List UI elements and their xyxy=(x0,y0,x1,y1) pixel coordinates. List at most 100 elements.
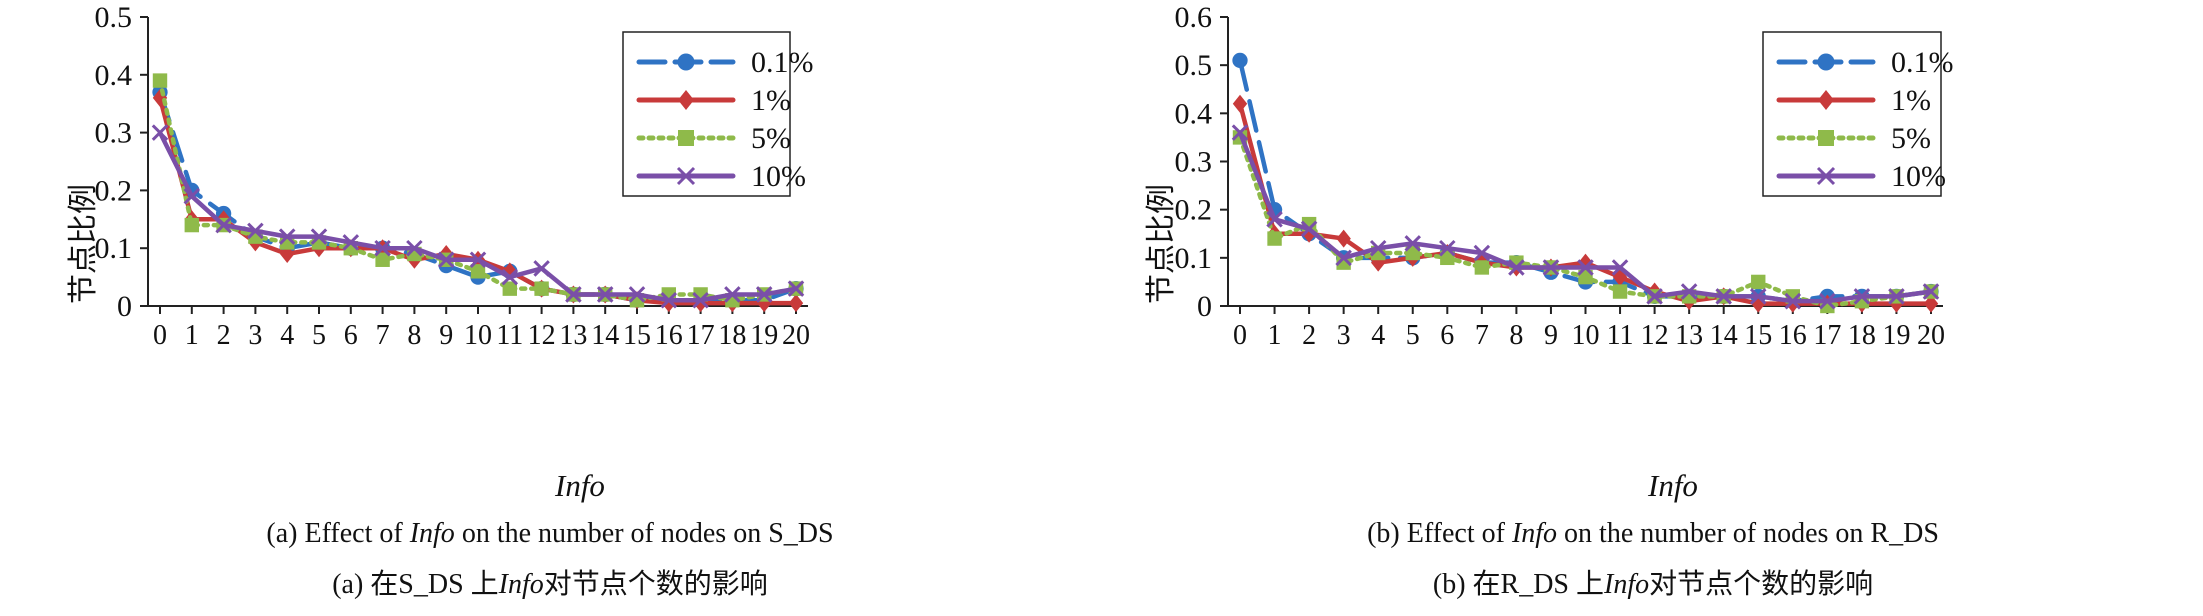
marker-stroke xyxy=(755,286,773,303)
data-point xyxy=(215,216,232,234)
caption-english: (a) Effect of Info on the number of node… xyxy=(0,518,1100,550)
legend-label: 1% xyxy=(751,84,791,117)
x-tick-label: 12 xyxy=(528,320,556,351)
data-point xyxy=(183,187,201,205)
marker-stroke xyxy=(1335,249,1352,267)
x-tick-label: 1 xyxy=(185,320,199,351)
x-tick-label: 19 xyxy=(1882,320,1910,351)
caption-en-italic: Info xyxy=(1511,518,1558,549)
data-point xyxy=(755,286,773,303)
marker-stroke xyxy=(215,216,232,234)
legend-label: 0.1% xyxy=(1891,46,1954,79)
marker-stroke xyxy=(406,239,423,257)
marker-stroke xyxy=(374,239,391,257)
x-tick-label: 18 xyxy=(718,320,746,351)
x-tick-label: 18 xyxy=(1848,320,1876,351)
y-tick-label: 0.5 xyxy=(1175,49,1213,82)
x-tick-label: 19 xyxy=(750,320,778,351)
data-point xyxy=(1232,94,1248,113)
marker-stroke xyxy=(596,286,614,303)
legend-label: 5% xyxy=(1891,122,1931,155)
marker-stroke xyxy=(628,286,646,303)
x-tick-label: 8 xyxy=(1509,320,1523,351)
x-tick-label: 9 xyxy=(439,320,453,351)
x-tick-label: 6 xyxy=(344,320,358,351)
x-tick-label: 0 xyxy=(1233,320,1247,351)
data-point xyxy=(1405,245,1420,261)
legend: 0.1% 1% 5% 10% xyxy=(622,31,814,197)
legend-marker xyxy=(678,90,694,110)
data-point xyxy=(1785,294,1800,313)
series-10% xyxy=(151,124,805,309)
x-tick-label: 7 xyxy=(1475,320,1489,351)
data-point xyxy=(533,260,550,277)
data-point xyxy=(534,281,549,296)
caption-english: (b) Effect of Info on the number of node… xyxy=(1103,518,2203,550)
x-tick-label: 15 xyxy=(1744,320,1772,351)
data-point xyxy=(628,286,646,303)
x-tick-label: 4 xyxy=(1371,320,1385,351)
marker-stroke xyxy=(1404,235,1422,252)
data-point xyxy=(787,280,805,297)
y-tick-label: 0.1 xyxy=(95,232,133,265)
marker-stroke xyxy=(565,286,582,303)
y-tick-label: 0 xyxy=(1197,290,1212,323)
data-point xyxy=(1542,259,1560,276)
y-tick-label: 0 xyxy=(117,290,132,323)
data-point xyxy=(1473,244,1491,262)
x-tick-label: 17 xyxy=(1813,320,1841,351)
y-tick-label: 0.3 xyxy=(1175,146,1213,179)
marker-stroke xyxy=(469,251,487,269)
marker-stroke xyxy=(151,124,169,141)
data-point xyxy=(724,286,741,303)
caption-zh-suffix: 对节点个数的影响 xyxy=(1649,569,1874,600)
data-point xyxy=(661,294,676,313)
x-tick-label: 7 xyxy=(376,320,390,351)
data-point xyxy=(1922,283,1940,300)
y-axis-label: 节点比例 xyxy=(1144,184,1179,304)
marker-stroke xyxy=(1439,239,1456,257)
marker-stroke xyxy=(183,187,201,205)
legend-label: 0.1% xyxy=(751,46,814,79)
legend-marker xyxy=(1818,130,1834,146)
data-point xyxy=(375,252,390,267)
x-axis-label: Info xyxy=(1648,468,1698,503)
data-point xyxy=(1336,229,1351,248)
x-tick-label: 12 xyxy=(1641,320,1669,351)
x-tick-label: 11 xyxy=(496,320,523,351)
marker-stroke xyxy=(1680,283,1698,300)
marker-stroke xyxy=(1816,166,1836,186)
marker-stroke xyxy=(1715,288,1732,305)
x-tick-label: 16 xyxy=(655,320,683,351)
marker-stroke xyxy=(1784,292,1802,310)
caption-zh-suffix: 对节点个数的影响 xyxy=(543,569,768,600)
data-point xyxy=(184,217,199,233)
x-tick-label: 10 xyxy=(1572,320,1600,351)
data-point xyxy=(247,222,264,240)
legend-marker xyxy=(678,130,694,146)
y-tick-label: 0.4 xyxy=(95,59,133,92)
data-point xyxy=(1266,211,1283,228)
caption-en-prefix: (b) Effect of xyxy=(1367,518,1512,549)
x-tick-label: 17 xyxy=(687,320,715,351)
data-point xyxy=(565,286,582,303)
data-point xyxy=(1888,288,1905,305)
marker-stroke xyxy=(1853,288,1871,305)
data-point xyxy=(1923,294,1939,313)
data-point xyxy=(1611,259,1629,276)
x-axis-label: Info xyxy=(555,468,605,503)
x-tick-label: 3 xyxy=(1337,320,1351,351)
legend-box xyxy=(1762,31,1942,197)
data-point xyxy=(342,234,360,251)
x-tick-label: 14 xyxy=(591,320,619,351)
marker-stroke xyxy=(1646,288,1663,305)
data-point xyxy=(1715,288,1732,305)
legend-marker xyxy=(676,166,696,186)
data-point xyxy=(1646,288,1663,305)
data-point xyxy=(406,239,423,257)
caption-zh-prefix: (b) 在R_DS 上 xyxy=(1432,569,1604,600)
marker-stroke xyxy=(1577,259,1594,276)
marker-stroke xyxy=(437,251,455,269)
data-point xyxy=(437,251,455,269)
data-point xyxy=(1819,292,1836,310)
